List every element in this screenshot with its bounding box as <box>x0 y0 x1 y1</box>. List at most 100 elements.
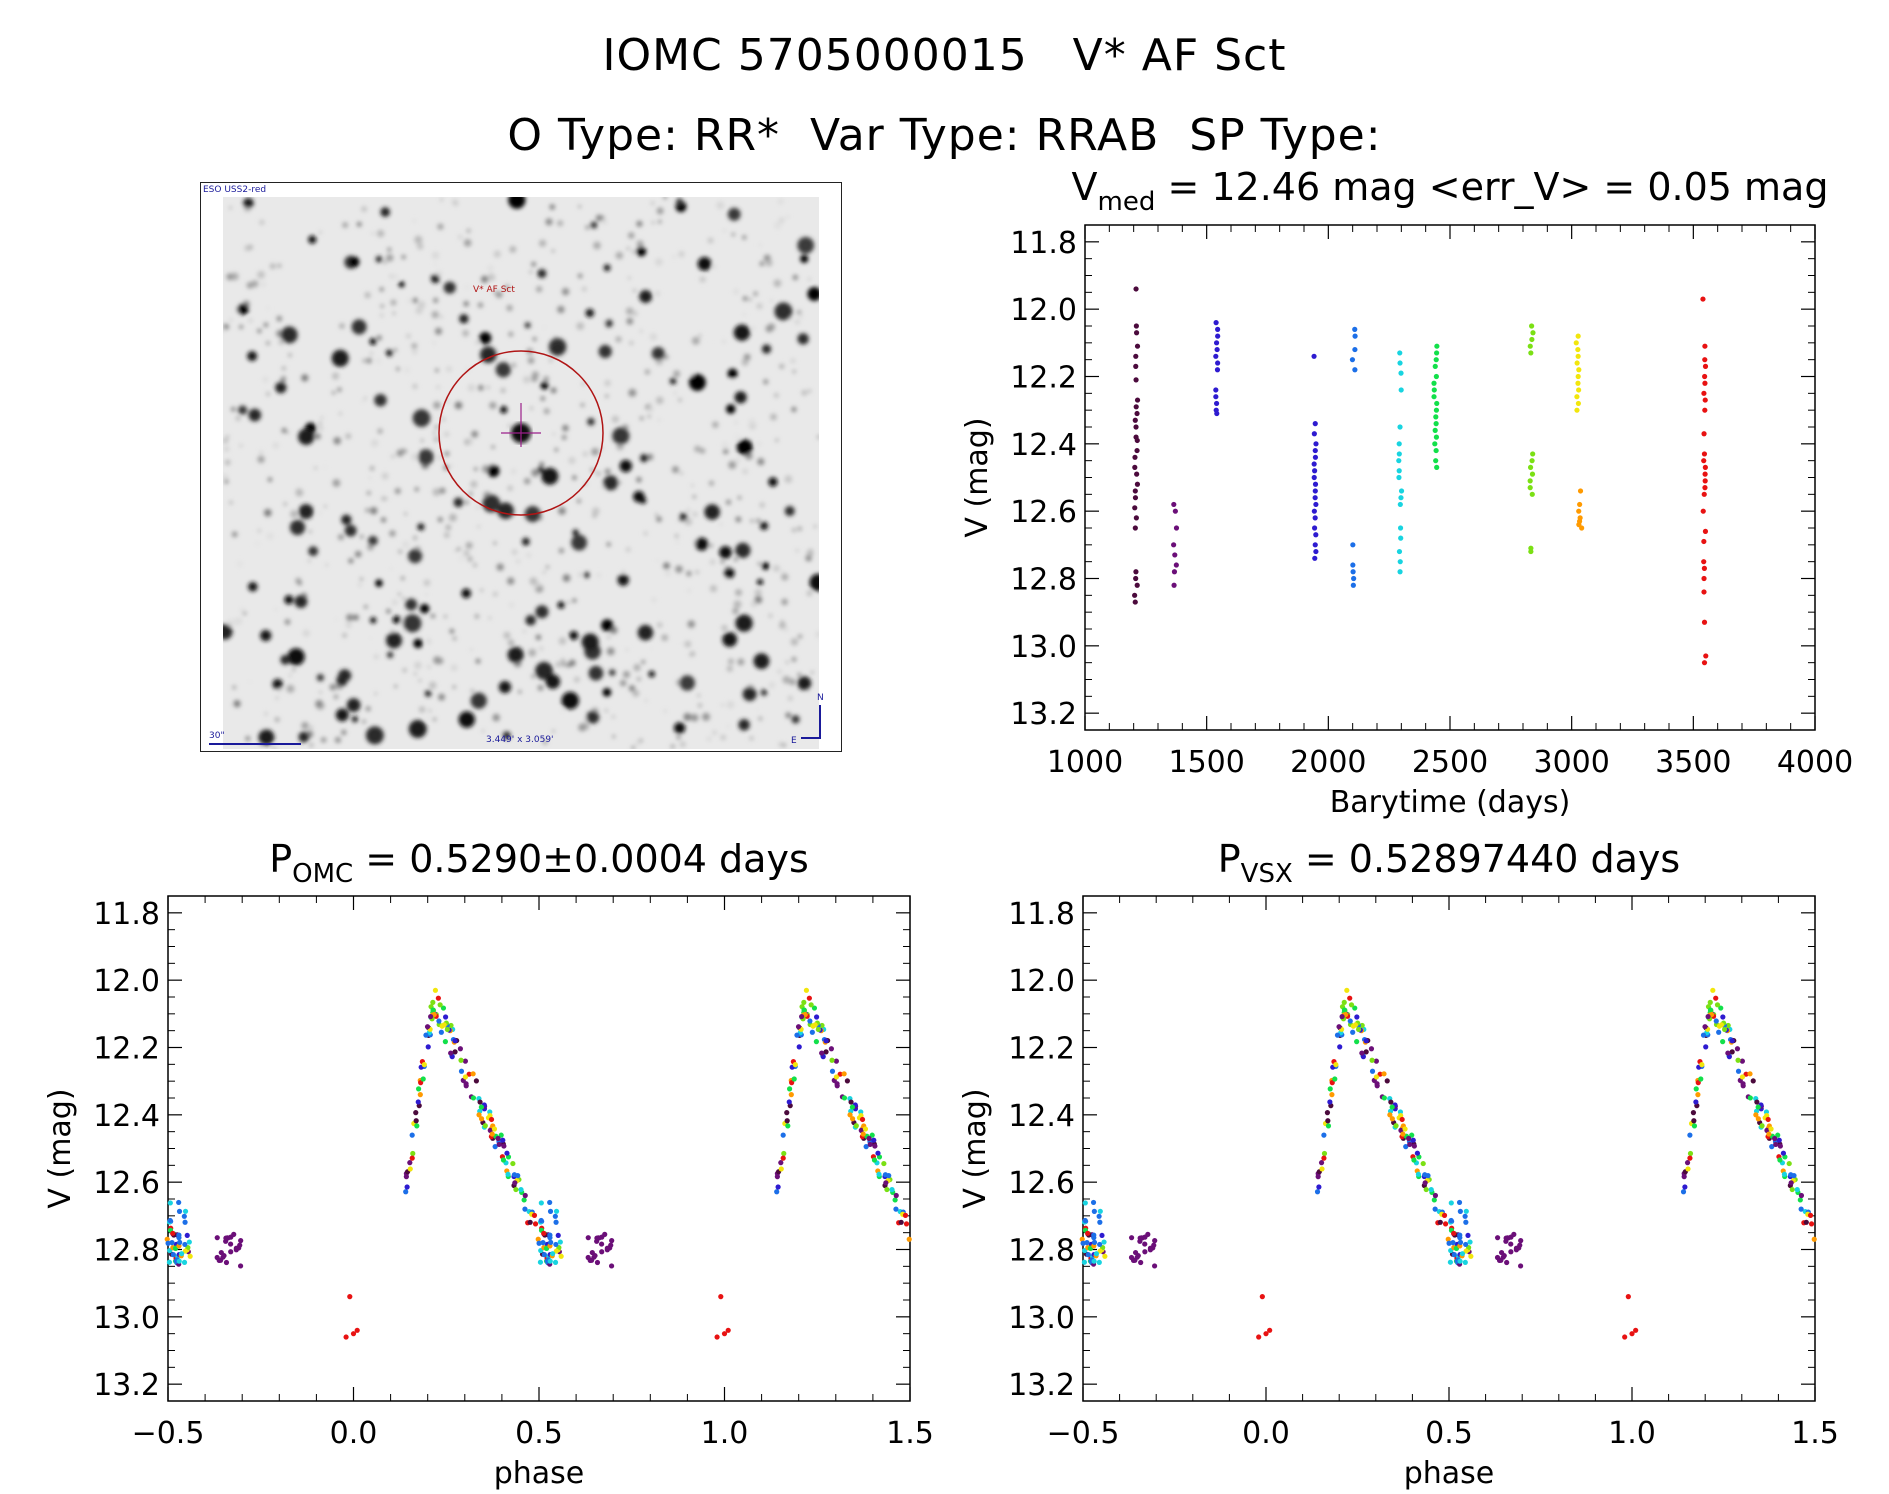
data-point <box>1325 1118 1331 1124</box>
faint-star <box>418 679 422 682</box>
data-point <box>1363 1038 1369 1044</box>
faint-star <box>719 523 723 526</box>
data-point <box>1172 552 1178 558</box>
x-tick-label: −0.5 <box>1047 1416 1120 1451</box>
faint-star <box>260 282 266 288</box>
x-tick-label: 1.5 <box>1791 1416 1839 1451</box>
data-point <box>557 1239 563 1245</box>
faint-star <box>650 647 653 650</box>
data-point <box>1411 1157 1417 1163</box>
faint-star <box>742 468 749 475</box>
faint-star <box>441 417 446 422</box>
faint-star <box>376 229 385 238</box>
data-point <box>1377 1071 1383 1077</box>
data-point <box>413 1118 419 1124</box>
data-point <box>504 1150 510 1156</box>
faint-star <box>365 706 371 712</box>
data-point <box>1702 373 1708 380</box>
faint-star <box>649 402 652 406</box>
faint-star <box>436 385 441 390</box>
data-point <box>1406 1135 1412 1142</box>
data-point <box>1215 333 1221 339</box>
faint-star <box>431 311 439 319</box>
faint-star <box>734 433 741 440</box>
data-point <box>1431 380 1437 386</box>
faint-star <box>363 604 368 609</box>
data-point <box>1080 1240 1086 1246</box>
bright-star <box>742 687 757 702</box>
faint-star <box>468 439 471 442</box>
faint-star <box>318 421 322 426</box>
data-point <box>1468 1253 1474 1259</box>
faint-star <box>684 640 692 648</box>
faint-star <box>433 297 439 303</box>
faint-star <box>379 313 385 318</box>
survey-label: ESO USS2-red <box>203 185 267 195</box>
data-point <box>1132 525 1138 531</box>
faint-star <box>632 689 640 697</box>
bright-star <box>774 302 793 321</box>
data-point <box>1445 1236 1451 1242</box>
faint-star <box>789 678 796 686</box>
faint-star <box>369 466 375 471</box>
data-point <box>847 1112 853 1118</box>
faint-star <box>393 348 397 352</box>
data-point <box>837 1071 843 1077</box>
bright-star <box>669 377 677 385</box>
faint-star <box>768 681 776 689</box>
data-point <box>1133 377 1139 383</box>
y-tick-label: 12.4 <box>1010 428 1077 463</box>
data-point <box>1332 1076 1338 1082</box>
faint-star <box>448 513 457 522</box>
faint-star <box>681 642 684 645</box>
data-point <box>1707 999 1713 1005</box>
data-point <box>1769 1144 1775 1150</box>
bright-star <box>289 519 306 536</box>
bright-star <box>346 698 361 712</box>
faint-star <box>636 476 642 483</box>
data-point <box>1214 346 1220 353</box>
x-tick-label: 3000 <box>1533 745 1609 780</box>
faint-star <box>365 508 370 513</box>
data-point <box>1350 1029 1356 1035</box>
data-point <box>1171 582 1177 588</box>
data-point <box>1389 1116 1395 1122</box>
data-point <box>1381 1071 1387 1077</box>
data-point <box>1147 1245 1154 1251</box>
faint-star <box>269 263 276 270</box>
bright-star <box>470 692 487 709</box>
bright-star <box>258 729 275 746</box>
faint-star <box>753 291 758 296</box>
data-point <box>774 1189 780 1195</box>
bright-star <box>727 368 738 379</box>
bright-star <box>724 567 735 579</box>
y-tick-label: 12.8 <box>1008 1234 1075 1269</box>
bright-star <box>248 408 262 422</box>
chart-title-main: P <box>1218 837 1241 881</box>
data-point <box>807 1018 813 1024</box>
star-field <box>223 197 819 749</box>
faint-star <box>518 690 522 694</box>
data-point <box>466 1071 472 1077</box>
faint-star <box>767 323 775 331</box>
faint-star <box>369 351 374 356</box>
bright-star <box>535 661 553 680</box>
data-point <box>1434 343 1440 349</box>
faint-star <box>462 329 469 337</box>
data-point <box>498 1132 504 1138</box>
data-point <box>1518 1238 1524 1244</box>
bright-star <box>695 537 709 551</box>
data-point <box>1698 1076 1704 1082</box>
faint-star <box>816 434 819 440</box>
faint-star <box>314 433 321 440</box>
bright-star <box>598 344 612 359</box>
bright-star <box>791 715 800 724</box>
data-point <box>1433 447 1439 454</box>
faint-star <box>615 336 622 343</box>
data-point <box>1633 1327 1639 1333</box>
faint-star <box>731 232 735 236</box>
faint-star <box>333 694 339 700</box>
data-point <box>1681 1174 1687 1180</box>
data-point <box>463 1083 469 1089</box>
data-point <box>462 1074 469 1080</box>
